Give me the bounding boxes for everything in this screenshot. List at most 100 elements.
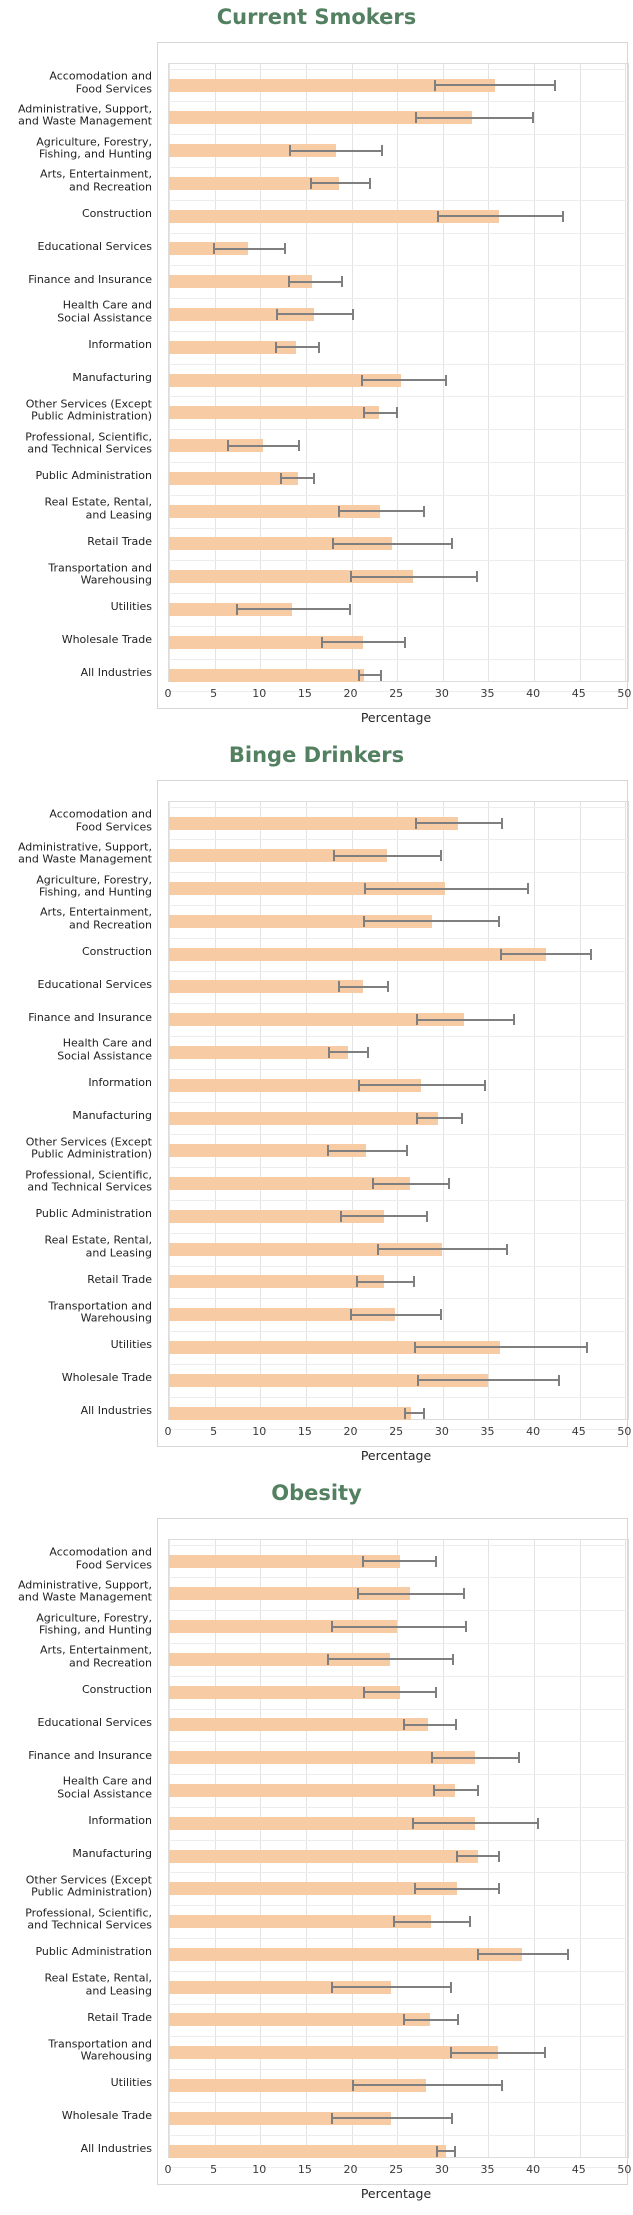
y-axis-label: Accomodation and Food Services (49, 1545, 152, 1571)
y-axis-label: Professional, Scientific, and Technical … (25, 430, 152, 456)
error-bar (476, 1953, 568, 1956)
error-bar-cap-low (327, 1046, 330, 1058)
row-separator (169, 1872, 628, 1874)
row-separator (169, 1429, 628, 1431)
error-bar-cap-low (436, 2145, 439, 2157)
y-axis-label: Public Administration (35, 469, 152, 483)
x-axis-title: Percentage (360, 2186, 432, 2201)
y-axis-label: Transportation and Warehousing (48, 2037, 152, 2063)
row-separator (169, 839, 628, 841)
x-tick-label: 40 (526, 2163, 541, 2176)
x-tick-label: 45 (571, 687, 586, 700)
error-bar (357, 1592, 464, 1595)
x-tick-label: 5 (210, 1425, 218, 1438)
error-bar-cap-high (435, 1555, 438, 1567)
error-bar-cap-high (451, 1653, 454, 1665)
error-bar (310, 182, 370, 185)
error-bar-cap-high (283, 243, 286, 255)
error-bar-cap-low (280, 472, 283, 484)
error-bar-cap-high (498, 915, 501, 927)
row-separator (169, 1265, 628, 1267)
y-axis-label: Agriculture, Forestry, Fishing, and Hunt… (36, 1611, 152, 1637)
y-axis-label: All Industries (80, 2141, 152, 2155)
bar (169, 914, 432, 928)
gridline (305, 64, 307, 681)
error-bar (436, 2150, 455, 2153)
row-separator (169, 2036, 628, 2038)
error-bar-cap-high (517, 1752, 520, 1764)
error-bar-cap-high (483, 1079, 486, 1091)
y-axis-label: Arts, Entertainment, and Recreation (40, 905, 152, 932)
error-bar (289, 149, 382, 152)
row-separator (169, 2134, 628, 2136)
error-bar-cap-high (450, 2112, 453, 2124)
error-bar-cap-high (586, 1341, 589, 1353)
error-bar (351, 2084, 503, 2087)
x-tick-label: 35 (480, 687, 495, 700)
error-bar-cap-high (532, 112, 535, 124)
x-tick-label: 25 (389, 687, 404, 700)
error-bar-cap-low (362, 407, 365, 419)
error-bar (430, 1756, 519, 1759)
error-bar-cap-high (422, 1407, 425, 1419)
row-separator (169, 2069, 628, 2071)
row-separator (169, 2003, 628, 2005)
plot-card (157, 42, 629, 709)
error-bar-cap-low (333, 850, 336, 862)
bar (169, 947, 546, 961)
y-axis-label: Accomodation and Food Services (49, 807, 152, 833)
bar (169, 275, 313, 289)
error-bar (362, 1691, 437, 1694)
error-bar (337, 985, 389, 988)
row-separator (169, 363, 628, 365)
error-bar-cap-low (212, 243, 215, 255)
gridline (488, 64, 490, 681)
error-bar-cap-low (430, 1752, 433, 1764)
error-bar (227, 444, 299, 447)
error-bar (326, 1149, 408, 1152)
bar (169, 1275, 385, 1289)
y-axis-label: Retail Trade (87, 1272, 152, 1286)
bar (169, 2144, 446, 2158)
bar (169, 1685, 400, 1699)
error-bar-cap-high (340, 276, 343, 288)
error-bar-cap-high (313, 472, 316, 484)
error-bar (363, 920, 500, 923)
gridline (488, 1540, 490, 2157)
y-axis-label: Manufacturing (72, 1108, 152, 1122)
gridline (397, 802, 399, 1419)
y-axis-label: Health Care and Social Assistance (57, 1774, 152, 1801)
bar (169, 1652, 390, 1666)
error-bar-cap-low (287, 276, 290, 288)
x-tick-label: 35 (480, 1425, 495, 1438)
error-bar-cap-low (275, 308, 278, 320)
x-tick-label: 50 (617, 1425, 632, 1438)
y-axis-label: Health Care and Social Assistance (57, 298, 152, 325)
bar (169, 307, 315, 321)
bar (169, 340, 296, 354)
error-bar (414, 116, 534, 119)
row-separator (169, 560, 628, 562)
error-bar-cap-low (432, 1784, 435, 1796)
error-bar-cap-low (402, 2014, 405, 2026)
error-bar (437, 215, 564, 218)
y-axis-label: Administrative, Support, and Waste Manag… (17, 102, 152, 128)
gridline (397, 1540, 399, 2157)
x-tick-label: 20 (343, 1425, 358, 1438)
error-bar (349, 1313, 441, 1316)
gridline (625, 64, 627, 681)
gridline (534, 64, 536, 681)
error-bar-cap-high (469, 1916, 472, 1928)
bar (169, 1209, 384, 1223)
error-bar-cap-low (274, 341, 277, 353)
row-separator (169, 1806, 628, 1808)
bar (169, 1373, 489, 1387)
bar (169, 1587, 410, 1601)
y-axis-label: Accomodation and Food Services (49, 69, 152, 95)
y-axis-label: Health Care and Social Assistance (57, 1036, 152, 1063)
x-tick-label: 15 (297, 687, 312, 700)
bar (169, 209, 500, 223)
bar (169, 980, 363, 994)
row-separator (169, 166, 628, 168)
x-tick-label: 50 (617, 687, 632, 700)
